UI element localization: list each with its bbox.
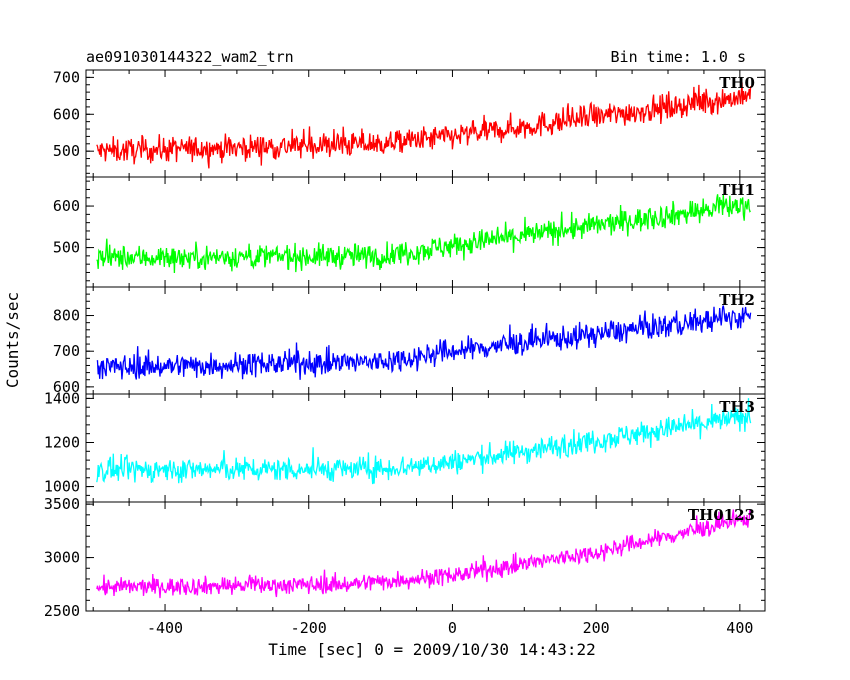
y-tick-label: 500 (53, 142, 80, 160)
y-tick-label: 3500 (44, 495, 80, 513)
y-tick-label: 600 (53, 378, 80, 396)
y-tick-label: 700 (53, 342, 80, 360)
y-tick-label: 2500 (44, 602, 80, 620)
panel-frame (85, 501, 766, 612)
panel-label-th0123: TH0123 (688, 506, 755, 524)
series-th0123 (96, 509, 752, 599)
x-tick-label: 400 (726, 619, 753, 637)
panel-label-th1: TH1 (719, 181, 755, 199)
panel-frame (85, 393, 766, 503)
y-tick-label: 1400 (44, 389, 80, 407)
x-tick-label: 200 (583, 619, 610, 637)
panels-group: 500 600 700 TH0 500 600 TH1 600 700 800 TH2 1000 120… (44, 68, 766, 637)
file-title: ae091030144322_wam2_trn (86, 48, 294, 66)
panel-label-th3: TH3 (719, 398, 755, 416)
panel-frame (85, 69, 766, 178)
series-th3 (96, 398, 752, 485)
panel-th0: 500 600 700 TH0 (53, 68, 766, 178)
x-tick-label: 0 (448, 619, 457, 637)
y-axis-title: Counts/sec (3, 292, 22, 388)
series-th1 (96, 194, 752, 274)
y-tick-label: 800 (53, 307, 80, 325)
series-th0 (96, 82, 752, 169)
x-tick-label: -200 (291, 619, 327, 637)
panel-frame (85, 176, 766, 288)
x-tick-label: -400 (147, 619, 183, 637)
y-tick-label: 1200 (44, 433, 80, 451)
y-tick-label: 600 (53, 105, 80, 123)
y-tick-label: 1000 (44, 478, 80, 496)
y-tick-label: 500 (53, 239, 80, 257)
y-tick-label: 600 (53, 197, 80, 215)
series-th2 (96, 305, 752, 380)
panel-th0123: 2500 3000 3500 TH0123 (44, 495, 766, 620)
y-tick-label: 3000 (44, 549, 80, 567)
panel-th1: 500 600 TH1 (53, 176, 766, 288)
bin-time-label: Bin time: 1.0 s (611, 48, 746, 66)
y-tick-label: 700 (53, 68, 80, 86)
panel-frame (85, 286, 766, 395)
panel-label-th0: TH0 (719, 74, 755, 92)
panel-label-th2: TH2 (719, 291, 755, 309)
panel-th3: 1000 1200 1400 TH3 (44, 389, 766, 503)
x-axis-title: Time [sec] 0 = 2009/10/30 14:43:22 (268, 640, 596, 659)
panel-th2: 600 700 800 TH2 (53, 286, 766, 396)
